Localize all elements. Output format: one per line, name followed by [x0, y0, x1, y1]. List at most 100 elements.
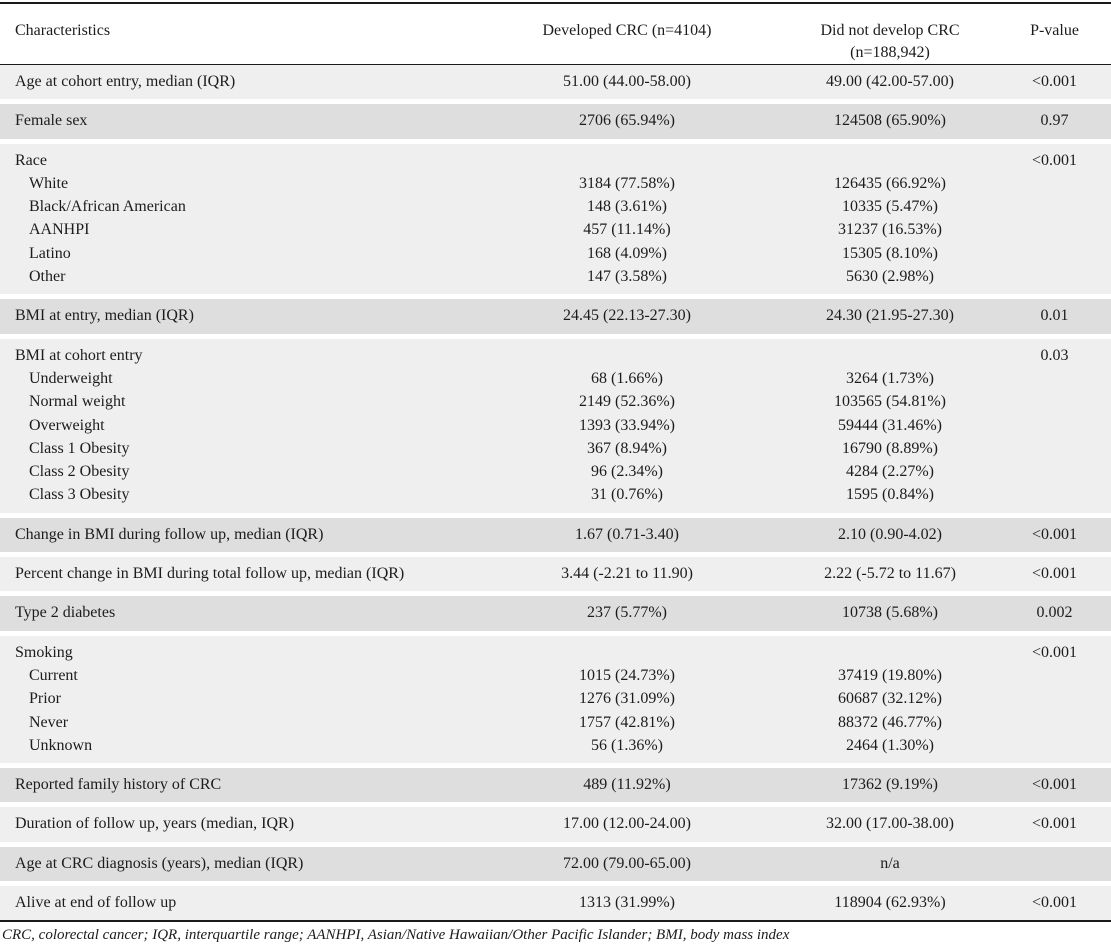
row-label: Change in BMI during follow up, median (… — [0, 517, 478, 553]
table-footnote: CRC, colorectal cancer; IQR, interquarti… — [2, 926, 790, 943]
table-row-followup-duration: Duration of follow up, years (median, IQ… — [0, 807, 1111, 842]
table-row-bmi-overweight: Overweight 1393 (33.94%) 59444 (31.46%) — [0, 413, 1111, 437]
cell-not-developed: 4284 (2.27%) — [762, 460, 1008, 484]
cell-not-developed: 59444 (31.46%) — [762, 413, 1008, 437]
row-label: Smoking — [0, 635, 478, 664]
row-label: Age at CRC diagnosis (years), median (IQ… — [0, 846, 478, 882]
row-label: BMI at cohort entry — [0, 338, 478, 367]
cell-developed: 31 (0.76%) — [478, 483, 762, 513]
cell-p-value: 0.03 — [1008, 338, 1111, 367]
cell-not-developed: 24.30 (21.95-27.30) — [762, 299, 1008, 334]
cell-developed: 1015 (24.73%) — [478, 663, 762, 688]
row-sublabel: Normal weight — [0, 390, 478, 414]
row-sublabel: Current — [0, 663, 478, 688]
header-did-not-develop-line1: Did not develop CRC — [820, 22, 960, 39]
cell-developed: 2149 (52.36%) — [478, 390, 762, 414]
cell-not-developed: 10335 (5.47%) — [762, 195, 1008, 219]
cell-developed: 1757 (42.81%) — [478, 710, 762, 734]
row-sublabel: AANHPI — [0, 218, 478, 242]
cell-developed: 17.00 (12.00-24.00) — [478, 807, 762, 842]
cell-not-developed: 2.10 (0.90-4.02) — [762, 517, 1008, 553]
cell-developed: 72.00 (79.00-65.00) — [478, 846, 762, 882]
cell-p-value: <0.001 — [1008, 768, 1111, 803]
row-sublabel: Class 2 Obesity — [0, 460, 478, 484]
cell-developed: 68 (1.66%) — [478, 366, 762, 391]
row-label: Age at cohort entry, median (IQR) — [0, 65, 478, 100]
table-row-race-latino: Latino 168 (4.09%) 15305 (8.10%) — [0, 241, 1111, 266]
cell-developed: 24.45 (22.13-27.30) — [478, 299, 762, 334]
table-row-bmi-percent-change: Percent change in BMI during total follo… — [0, 557, 1111, 592]
cell-not-developed: 31237 (16.53%) — [762, 218, 1008, 242]
table-row-bmi-normal: Normal weight 2149 (52.36%) 103565 (54.8… — [0, 390, 1111, 414]
cell-developed: 147 (3.58%) — [478, 265, 762, 295]
table-row-smoking-unknown: Unknown 56 (1.36%) 2464 (1.30%) — [0, 733, 1111, 764]
cell-p-value: <0.001 — [1008, 517, 1111, 553]
cell-not-developed: 126435 (66.92%) — [762, 171, 1008, 196]
row-sublabel: Black/African American — [0, 195, 478, 219]
row-sublabel: Underweight — [0, 366, 478, 391]
baseline-characteristics-table: Characteristics Developed CRC (n=4104) D… — [0, 4, 1111, 921]
table-top-rule — [0, 2, 1111, 4]
row-sublabel: White — [0, 171, 478, 196]
cell-not-developed: 32.00 (17.00-38.00) — [762, 807, 1008, 842]
row-sublabel: Overweight — [0, 413, 478, 437]
row-label: Alive at end of follow up — [0, 886, 478, 921]
cell-developed: 96 (2.34%) — [478, 460, 762, 484]
table-row-race: Race <0.001 — [0, 143, 1111, 172]
table-row-smoking-current: Current 1015 (24.73%) 37419 (19.80%) — [0, 663, 1111, 688]
table-row-bmi-change: Change in BMI during follow up, median (… — [0, 517, 1111, 553]
cell-developed: 1393 (33.94%) — [478, 413, 762, 437]
cell-developed: 1313 (31.99%) — [478, 886, 762, 921]
row-label: Duration of follow up, years (median, IQ… — [0, 807, 478, 842]
cell-not-developed: n/a — [762, 846, 1008, 882]
table-row-alive-end: Alive at end of follow up 1313 (31.99%) … — [0, 886, 1111, 921]
cell-not-developed: 49.00 (42.00-57.00) — [762, 65, 1008, 100]
table-row-bmi-underweight: Underweight 68 (1.66%) 3264 (1.73%) — [0, 366, 1111, 391]
cell-p-value: <0.001 — [1008, 886, 1111, 921]
row-label: Race — [0, 143, 478, 172]
table-row-female-sex: Female sex 2706 (65.94%) 124508 (65.90%)… — [0, 104, 1111, 139]
cell-p-value: <0.001 — [1008, 143, 1111, 172]
cell-not-developed: 37419 (19.80%) — [762, 663, 1008, 688]
header-characteristics: Characteristics — [0, 4, 478, 65]
cell-not-developed: 2.22 (-5.72 to 11.67) — [762, 557, 1008, 592]
cell-developed: 3184 (77.58%) — [478, 171, 762, 196]
table-row-race-aanhpi: AANHPI 457 (11.14%) 31237 (16.53%) — [0, 218, 1111, 242]
cell-p-value: <0.001 — [1008, 65, 1111, 100]
table-row-smoking-never: Never 1757 (42.81%) 88372 (46.77%) — [0, 710, 1111, 734]
row-sublabel: Other — [0, 265, 478, 295]
table-row-bmi-class3: Class 3 Obesity 31 (0.76%) 1595 (0.84%) — [0, 483, 1111, 513]
cell-p-value — [1008, 846, 1111, 882]
cell-p-value: <0.001 — [1008, 635, 1111, 664]
table-row-bmi-class2: Class 2 Obesity 96 (2.34%) 4284 (2.27%) — [0, 460, 1111, 484]
cell-developed: 367 (8.94%) — [478, 436, 762, 461]
header-developed-crc: Developed CRC (n=4104) — [478, 4, 762, 65]
row-sublabel: Latino — [0, 241, 478, 266]
cell-developed: 56 (1.36%) — [478, 733, 762, 764]
cell-not-developed: 3264 (1.73%) — [762, 366, 1008, 391]
cell-developed: 489 (11.92%) — [478, 768, 762, 803]
cell-p-value: <0.001 — [1008, 807, 1111, 842]
cell-not-developed: 124508 (65.90%) — [762, 104, 1008, 139]
cell-developed: 2706 (65.94%) — [478, 104, 762, 139]
cell-p-value: 0.002 — [1008, 596, 1111, 631]
cell-developed: 51.00 (44.00-58.00) — [478, 65, 762, 100]
cell-p-value: 0.01 — [1008, 299, 1111, 334]
cell-developed: 237 (5.77%) — [478, 596, 762, 631]
header-did-not-develop-line2: (n=188,942) — [850, 44, 930, 61]
table-row-smoking-prior: Prior 1276 (31.09%) 60687 (32.12%) — [0, 687, 1111, 711]
table-row-age-entry: Age at cohort entry, median (IQR) 51.00 … — [0, 65, 1111, 100]
cell-not-developed: 88372 (46.77%) — [762, 710, 1008, 734]
cell-not-developed: 2464 (1.30%) — [762, 733, 1008, 764]
row-sublabel: Prior — [0, 687, 478, 711]
cell-developed: 1.67 (0.71-3.40) — [478, 517, 762, 553]
row-sublabel: Never — [0, 710, 478, 734]
cell-developed: 148 (3.61%) — [478, 195, 762, 219]
row-sublabel: Unknown — [0, 733, 478, 764]
cell-developed: 3.44 (-2.21 to 11.90) — [478, 557, 762, 592]
cell-not-developed: 103565 (54.81%) — [762, 390, 1008, 414]
cell-not-developed: 17362 (9.19%) — [762, 768, 1008, 803]
table-row-bmi-entry-median: BMI at entry, median (IQR) 24.45 (22.13-… — [0, 299, 1111, 334]
header-p-value: P-value — [1008, 4, 1111, 65]
cell-p-value: 0.97 — [1008, 104, 1111, 139]
